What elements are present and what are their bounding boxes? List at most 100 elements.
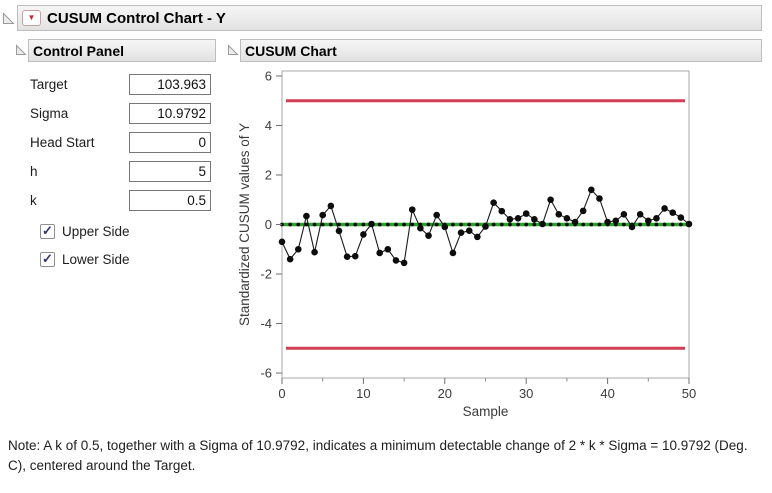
y-tick-label: 4 [265,118,272,133]
checkbox-check-icon: ✓ [42,222,53,238]
cusum-series-point[interactable] [303,212,310,220]
note-text: Note: A k of 0.5, together with a Sigma … [8,438,748,473]
zero-reference-dot [288,222,293,227]
zero-reference-dot [678,222,683,227]
zero-reference-dot [385,222,390,227]
cusum-series-point[interactable] [457,229,465,236]
field-row-head-start: Head Start [30,132,211,153]
cusum-series-point[interactable] [653,215,660,222]
cusum-series-point[interactable] [604,218,611,226]
zero-reference-dot [328,222,333,227]
sigma-field-input[interactable] [129,103,211,124]
y-tick-label: 2 [265,167,272,182]
cusum-series-point[interactable] [441,223,449,231]
cusum-series-point[interactable] [343,253,351,260]
cusum-series-point[interactable] [555,211,563,218]
cusum-series-point[interactable] [677,214,685,221]
cusum-series-point[interactable] [522,210,530,217]
zero-reference-dot [621,222,626,227]
x-axis-label: Sample [463,404,509,419]
zero-reference-dot [654,222,659,227]
report-menu-button[interactable]: ▼ [22,10,41,26]
field-row-sigma: Sigma [30,103,211,124]
cusum-series-point[interactable] [351,252,359,260]
h-field-label: h [30,164,38,179]
cusum-series-point[interactable] [376,249,383,257]
cusum-series-point[interactable] [465,227,473,234]
cusum-series-point[interactable] [482,223,489,230]
cusum-series-point[interactable] [547,196,554,204]
window-disclosure-icon[interactable] [2,12,15,25]
zero-reference-dot [345,222,350,227]
head-start-field-label: Head Start [30,135,95,150]
cusum-series-point[interactable] [685,220,693,228]
cusum-series-point[interactable] [319,211,326,219]
cusum-series-point[interactable] [286,255,294,263]
zero-reference-dot [508,222,512,227]
cusum-series-point[interactable] [531,216,538,223]
cusum-series-point[interactable] [628,223,636,231]
cusum-series-point[interactable] [449,249,457,257]
cusum-series-point[interactable] [335,227,343,235]
zero-reference-dot [402,222,406,227]
field-row-target: Target [30,74,211,95]
k-field-input[interactable] [129,190,211,211]
cusum-series-point[interactable] [571,218,579,226]
cusum-series-point[interactable] [588,186,595,194]
cusum-series-point[interactable] [311,248,318,256]
upper-side-checkbox[interactable]: ✓ [40,222,55,239]
cusum-series-point[interactable] [327,202,335,210]
lower-side-checkbox[interactable]: ✓ [40,250,55,267]
zero-reference-dot [337,222,341,227]
zero-reference-dot [394,222,398,227]
zero-reference-dot [491,222,496,227]
x-tick-label: 10 [356,386,370,401]
cusum-series-point[interactable] [612,217,620,225]
target-field-input[interactable] [129,74,211,95]
y-tick-label: -4 [260,316,272,331]
cusum-series-point[interactable] [669,209,677,216]
cusum-series-point[interactable] [474,233,481,241]
cusum-series-point[interactable] [294,245,302,253]
cusum-series-point[interactable] [278,238,286,246]
upper-side-checkbox-label: Upper Side [62,223,130,239]
cusum-series-point[interactable] [408,206,416,213]
zero-reference-dot [499,222,504,227]
zero-reference-dot [556,222,561,227]
cusum-series-point[interactable] [579,207,587,215]
cusum-series-point[interactable] [636,211,644,218]
cusum-series-point[interactable] [506,216,514,223]
zero-reference-dot [524,222,529,227]
cusum-series-point[interactable] [563,215,571,222]
cusum-series-point[interactable] [400,259,408,267]
cusum-series-point[interactable] [539,220,546,228]
control-panel-disclosure-icon[interactable] [15,44,28,57]
cusum-series-point[interactable] [620,211,628,218]
cusum-series-point[interactable] [425,232,432,239]
cusum-series-point[interactable] [645,217,652,225]
cusum-chart-disclosure-icon[interactable] [227,44,240,57]
lower-side-checkbox-label: Lower Side [62,251,130,267]
cusum-series-point[interactable] [384,245,392,253]
cusum-series-point[interactable] [433,211,440,219]
x-tick-label: 0 [278,386,285,401]
head-start-field-input[interactable] [129,132,211,153]
report-title: CUSUM Control Chart - Y [47,9,226,27]
zero-reference-dot [475,222,480,227]
zero-reference-dot [434,222,439,227]
cusum-series-point[interactable] [596,195,603,202]
cusum-series-point[interactable] [514,215,522,222]
cusum-series-point[interactable] [392,257,400,264]
cusum-series-point[interactable] [498,207,506,215]
cusum-series-point[interactable] [360,231,367,238]
checkbox-check-icon: ✓ [42,250,53,266]
cusum-chart-canvas[interactable]: 0 10 20 30 40 50 -6 -4 -2 0 2 4 6 Sample Standardized … [236,60,698,420]
cusum-series-point[interactable] [661,205,668,212]
cusum-series-point[interactable] [490,199,497,207]
cusum-series-point[interactable] [368,220,375,228]
cusum-series-point[interactable] [417,224,424,232]
red-menu-triangle-icon: ▼ [27,13,36,22]
zero-reference-dot [320,222,325,227]
h-field-input[interactable] [129,161,211,182]
